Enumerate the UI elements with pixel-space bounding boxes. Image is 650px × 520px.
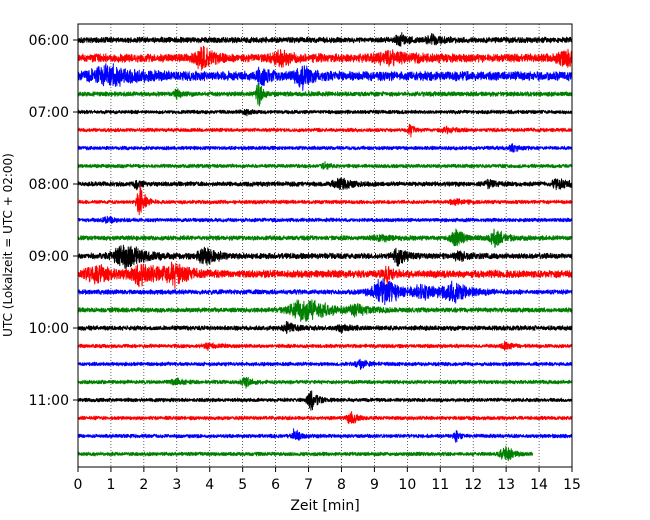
y-axis-title: UTC (Lokalzeit = UTC + 02:00) bbox=[1, 153, 15, 337]
y-tick-label: 08:00 bbox=[29, 177, 69, 193]
trace-0830 bbox=[77, 215, 573, 224]
trace-0800 bbox=[77, 177, 573, 191]
trace-0745 bbox=[77, 161, 573, 170]
trace-0915 bbox=[77, 261, 573, 289]
y-tick-label: 09:00 bbox=[29, 249, 69, 265]
x-tick-label: 8 bbox=[337, 477, 346, 493]
trace-0930 bbox=[77, 278, 573, 306]
x-axis-ticks: 0 1 2 3 4 5 6 7 8 9 10 11 12 13 14 15 bbox=[74, 467, 581, 493]
x-tick-label: 10 bbox=[398, 477, 416, 493]
x-tick-label: 15 bbox=[563, 477, 581, 493]
x-tick-label: 9 bbox=[370, 477, 379, 493]
trace-0600 bbox=[77, 32, 573, 47]
x-tick-label: 7 bbox=[304, 477, 313, 493]
y-axis-ticks: 06:00 07:00 08:00 09:00 10:00 11:00 bbox=[29, 33, 78, 409]
trace-0700 bbox=[77, 108, 573, 117]
trace-0615 bbox=[77, 45, 573, 71]
trace-1000 bbox=[77, 321, 573, 335]
trace-0945 bbox=[77, 299, 573, 322]
trace-1100 bbox=[77, 390, 573, 411]
x-tick-label: 3 bbox=[172, 477, 181, 493]
trace-0715 bbox=[77, 123, 573, 138]
y-tick-label: 11:00 bbox=[29, 393, 69, 409]
x-tick-label: 14 bbox=[530, 477, 548, 493]
x-tick-label: 5 bbox=[238, 477, 247, 493]
x-axis-title: Zeit [min] bbox=[290, 498, 359, 514]
trace-1015 bbox=[77, 340, 573, 351]
x-tick-label: 6 bbox=[271, 477, 280, 493]
x-tick-label: 13 bbox=[497, 477, 515, 493]
trace-1145 bbox=[77, 445, 533, 462]
x-tick-label: 1 bbox=[106, 477, 115, 493]
y-tick-label: 06:00 bbox=[29, 33, 69, 49]
y-tick-label: 10:00 bbox=[29, 321, 69, 337]
trace-0730 bbox=[77, 143, 573, 153]
x-tick-label: 12 bbox=[464, 477, 482, 493]
y-tick-label: 07:00 bbox=[29, 105, 69, 121]
plot-frame bbox=[77, 23, 573, 468]
x-tick-label: 0 bbox=[74, 477, 83, 493]
trace-0645 bbox=[77, 83, 573, 107]
x-tick-label: 11 bbox=[431, 477, 449, 493]
trace-1130 bbox=[77, 428, 573, 443]
traces bbox=[77, 32, 573, 462]
trace-1045 bbox=[77, 376, 573, 389]
x-tick-label: 4 bbox=[205, 477, 214, 493]
trace-0845 bbox=[77, 228, 573, 248]
trace-1115 bbox=[77, 411, 573, 425]
trace-0815 bbox=[77, 184, 573, 216]
x-tick-label: 2 bbox=[139, 477, 148, 493]
trace-1030 bbox=[77, 358, 573, 370]
x-gridlines bbox=[110, 24, 540, 467]
trace-0900 bbox=[77, 244, 573, 270]
trace-0630 bbox=[77, 63, 573, 91]
